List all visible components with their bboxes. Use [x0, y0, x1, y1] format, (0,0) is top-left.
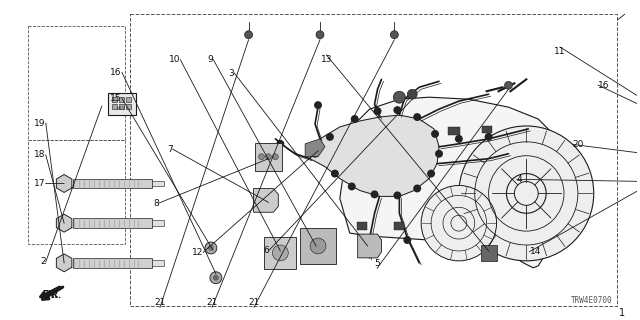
Text: 18: 18 — [35, 150, 46, 159]
Text: 3: 3 — [228, 68, 234, 77]
Bar — [73, 179, 152, 188]
Text: 20: 20 — [573, 140, 584, 149]
Circle shape — [427, 170, 435, 178]
Text: 7: 7 — [167, 145, 173, 154]
Circle shape — [459, 126, 594, 261]
Circle shape — [205, 242, 217, 254]
Polygon shape — [340, 97, 588, 268]
Circle shape — [210, 272, 222, 284]
Text: ø19: ø19 — [117, 106, 126, 111]
Circle shape — [266, 154, 271, 160]
Circle shape — [310, 238, 326, 254]
Circle shape — [273, 154, 278, 160]
Bar — [152, 260, 164, 266]
Text: 11: 11 — [554, 47, 566, 56]
Text: 16: 16 — [598, 81, 609, 90]
Text: 15: 15 — [111, 94, 122, 103]
Bar — [73, 218, 152, 228]
Circle shape — [276, 140, 284, 148]
Circle shape — [326, 133, 334, 141]
Bar — [73, 258, 152, 268]
Circle shape — [435, 150, 443, 158]
Circle shape — [413, 185, 421, 192]
Text: 6: 6 — [264, 246, 269, 255]
Circle shape — [390, 31, 398, 39]
Circle shape — [394, 91, 405, 103]
Polygon shape — [253, 188, 278, 212]
Text: 12: 12 — [192, 248, 203, 257]
Text: 2: 2 — [40, 257, 46, 266]
Bar — [356, 222, 367, 230]
Bar — [448, 127, 460, 135]
Text: 21: 21 — [154, 298, 166, 307]
Circle shape — [311, 150, 319, 158]
Bar — [152, 220, 164, 226]
Polygon shape — [358, 234, 381, 258]
Bar — [108, 93, 136, 115]
Text: 1: 1 — [619, 308, 625, 318]
Text: 4: 4 — [516, 175, 522, 184]
Circle shape — [504, 81, 513, 89]
Polygon shape — [56, 175, 72, 192]
Circle shape — [403, 236, 412, 244]
Text: FR.: FR. — [46, 291, 63, 300]
Text: FR.: FR. — [42, 290, 60, 300]
Circle shape — [431, 130, 439, 138]
Circle shape — [213, 275, 219, 281]
Text: 8: 8 — [153, 199, 159, 208]
Polygon shape — [56, 214, 72, 232]
Circle shape — [413, 113, 421, 121]
Circle shape — [314, 101, 322, 109]
Polygon shape — [305, 139, 325, 157]
Bar — [28, 140, 125, 244]
Circle shape — [331, 170, 339, 178]
Text: 5: 5 — [374, 259, 380, 268]
Circle shape — [208, 245, 214, 251]
Text: 21: 21 — [206, 298, 218, 307]
Bar — [118, 97, 124, 102]
Bar — [28, 26, 125, 140]
Bar — [394, 222, 404, 230]
Polygon shape — [56, 254, 72, 272]
Bar — [481, 245, 497, 261]
Text: 19: 19 — [35, 119, 46, 128]
Bar — [125, 97, 131, 102]
Circle shape — [394, 191, 401, 199]
Circle shape — [374, 107, 381, 115]
Circle shape — [316, 31, 324, 39]
Circle shape — [273, 245, 288, 261]
Text: 17: 17 — [35, 179, 46, 188]
Circle shape — [371, 190, 378, 198]
Text: 14: 14 — [529, 247, 541, 256]
Circle shape — [365, 234, 374, 242]
Bar — [112, 104, 116, 109]
Bar — [482, 126, 492, 133]
Bar — [300, 228, 336, 264]
Text: TRW4E0700: TRW4E0700 — [570, 296, 612, 305]
Text: 10: 10 — [169, 55, 180, 64]
Bar — [264, 237, 296, 269]
Bar — [125, 104, 131, 109]
Text: 9: 9 — [207, 55, 213, 64]
Text: 21: 21 — [248, 298, 260, 307]
Bar — [129, 14, 617, 306]
Text: 16: 16 — [111, 68, 122, 77]
Circle shape — [484, 133, 493, 141]
Circle shape — [351, 115, 358, 123]
Text: 13: 13 — [321, 55, 332, 64]
Circle shape — [407, 89, 417, 99]
Bar — [118, 104, 124, 109]
Circle shape — [244, 31, 253, 39]
Bar — [255, 143, 282, 171]
Circle shape — [455, 135, 463, 143]
Circle shape — [259, 154, 264, 160]
Circle shape — [348, 182, 356, 190]
Polygon shape — [310, 115, 439, 196]
Bar — [152, 180, 164, 187]
Bar — [112, 97, 116, 102]
Circle shape — [394, 106, 401, 114]
Circle shape — [421, 186, 497, 261]
